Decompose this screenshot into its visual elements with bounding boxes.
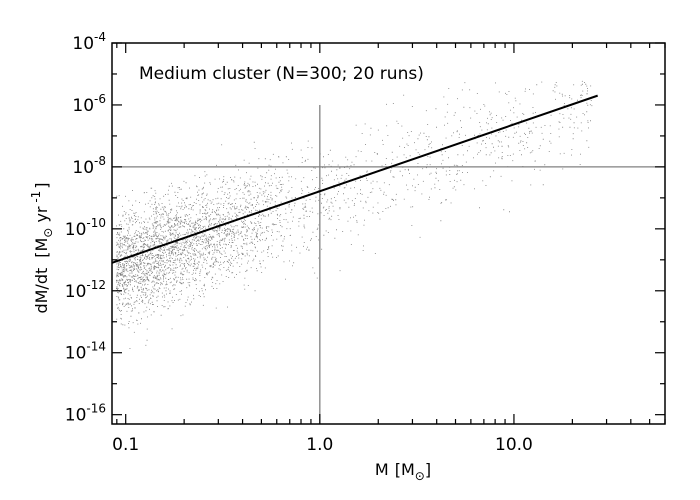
y-axis-label: dM/dt [M⊙ yr -1] [29, 182, 55, 313]
y-axis-label-unit-mid: yr [32, 206, 51, 228]
x-tick-label: 1.0 [306, 435, 333, 455]
plot-frame [111, 42, 666, 425]
ticks-layer: 0.1 1.0 10.0 10-16 10-14 10-12 10-10 10-8 10-6 10… [65, 30, 666, 455]
y-axis-label-main: dM/dt [32, 268, 51, 314]
x-tick-label: 0.1 [112, 435, 139, 455]
y-axis-label-unit-open: [M [32, 238, 51, 258]
y-tick-label: 10-8 [72, 154, 106, 178]
fit-line [111, 94, 599, 264]
y-axis-label-unit-exp: -1 [29, 191, 43, 207]
chart-title: Medium cluster (N=300; 20 runs) [139, 64, 424, 84]
x-axis-label-unit-open: [M [395, 460, 415, 479]
y-tick-label: 10-12 [65, 278, 106, 302]
y-axis-label-unit-sub: ⊙ [41, 228, 55, 238]
x-tick-label: 10.0 [495, 435, 533, 455]
fit-line-layer [111, 94, 599, 264]
x-axis-label: M [M⊙] [375, 460, 431, 483]
y-axis-label-unit-close: ] [32, 182, 51, 188]
y-tick-label: 10-6 [72, 92, 106, 116]
x-axis-label-unit-close: ] [425, 460, 431, 479]
x-axis-label-unit-sub: ⊙ [415, 469, 425, 483]
x-axis-label-main: M [375, 460, 389, 479]
y-tick-label: 10-4 [72, 30, 106, 54]
y-tick-label: 10-14 [65, 340, 106, 364]
y-tick-label: 10-10 [65, 216, 106, 240]
y-tick-label: 10-16 [65, 402, 106, 426]
